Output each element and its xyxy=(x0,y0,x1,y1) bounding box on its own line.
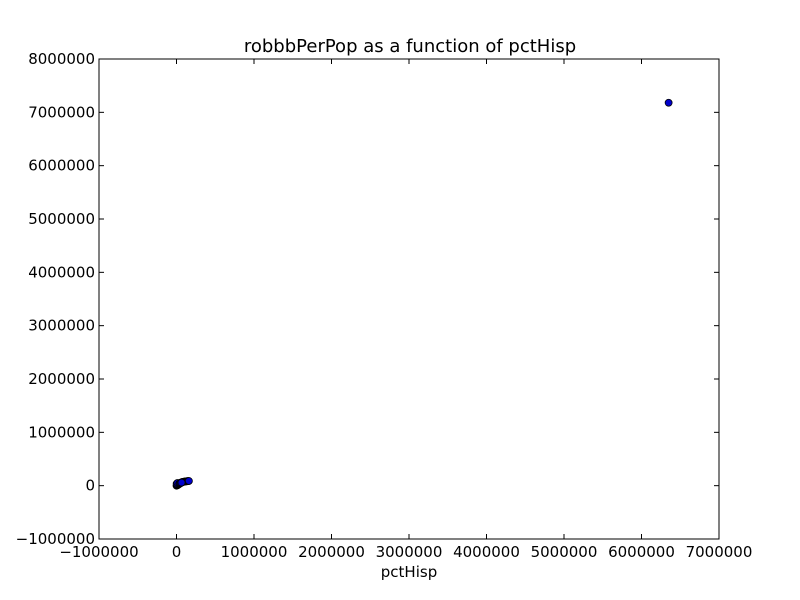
x-axis: −1000000 0 1000000 2000000 3000000 4000000 500… xyxy=(59,59,752,561)
x-tick-label: 1000000 xyxy=(221,543,288,561)
y-tick-label: 3000000 xyxy=(28,317,95,335)
y-tick-label: 1000000 xyxy=(28,423,95,441)
x-tick-label: −1000000 xyxy=(59,543,138,561)
x-tick-label: 6000000 xyxy=(608,543,675,561)
data-point xyxy=(184,477,193,485)
y-tick-label: 5000000 xyxy=(28,210,95,228)
y-tick-label: 8000000 xyxy=(28,50,95,68)
plot-area xyxy=(98,58,720,540)
y-tick-label: 0 xyxy=(85,477,95,495)
y-tick-label: 7000000 xyxy=(28,103,95,121)
y-tick-label: 6000000 xyxy=(28,157,95,175)
x-tick-label: 5000000 xyxy=(531,543,598,561)
x-tick-label: 0 xyxy=(172,543,182,561)
x-tick-label: 4000000 xyxy=(453,543,520,561)
y-tick-label: 4000000 xyxy=(28,263,95,281)
y-tick-label: 2000000 xyxy=(28,370,95,388)
y-axis: −1000000 0 1000000 2000000 3000000 4000000 500… xyxy=(16,50,719,548)
data-points xyxy=(172,98,673,490)
chart-title: robbbPerPop as a function of pctHisp xyxy=(244,36,576,57)
x-tick-label: 2000000 xyxy=(298,543,365,561)
data-point xyxy=(664,98,673,107)
x-tick-label: 3000000 xyxy=(376,543,443,561)
y-tick-label: −1000000 xyxy=(16,530,95,548)
data-point xyxy=(177,478,186,487)
x-axis-label: pctHisp xyxy=(381,563,437,581)
x-tick-label: 7000000 xyxy=(686,543,753,561)
plot-frame xyxy=(98,58,720,540)
